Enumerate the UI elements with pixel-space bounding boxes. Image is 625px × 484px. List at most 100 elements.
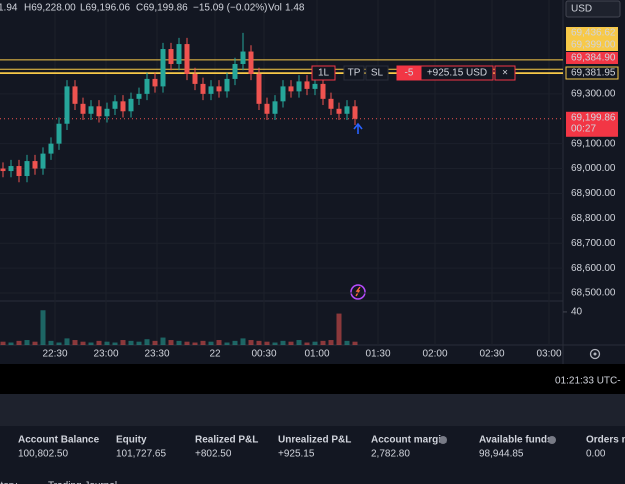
- time-label: 22:30: [42, 349, 67, 360]
- volume-bar: [208, 341, 214, 345]
- candle-body: [160, 49, 166, 87]
- candle-body: [264, 103, 270, 114]
- order-bar-text[interactable]: ×: [502, 68, 508, 79]
- order-bar-text[interactable]: +925.15 USD: [427, 68, 487, 79]
- volume-tick-label: 40: [571, 307, 583, 318]
- volume-bar: [216, 340, 222, 345]
- panel-tab[interactable]: Trading Journal: [48, 481, 117, 484]
- volume-bar: [48, 340, 54, 345]
- time-label: 01:30: [365, 349, 390, 360]
- candle-body: [176, 44, 182, 64]
- level-label-box: [566, 52, 618, 64]
- volume-bar: [288, 341, 294, 345]
- volume-bar: [184, 341, 190, 345]
- candle-body: [152, 78, 158, 87]
- candle-body: [320, 83, 326, 99]
- candle-body: [344, 106, 350, 114]
- order-bar-button[interactable]: [494, 65, 516, 81]
- info-icon[interactable]: [439, 436, 447, 444]
- current-price-label: 69,199.86: [571, 112, 616, 123]
- volume-bar: [256, 340, 262, 345]
- candle-body: [280, 86, 286, 102]
- order-bar-button[interactable]: [420, 65, 494, 81]
- candle-body: [112, 101, 118, 109]
- volume-bar: [304, 342, 310, 345]
- volume-bar: [32, 341, 38, 345]
- price-tick-label: 69,100.00: [571, 138, 616, 149]
- volume-bar: [176, 340, 182, 345]
- price-tick-label: 68,900.00: [571, 188, 616, 199]
- settings-icon[interactable]: [589, 348, 601, 360]
- current-price-box: [566, 111, 618, 137]
- volume-bar: [136, 341, 142, 345]
- candle-body: [336, 108, 342, 114]
- order-bar-text[interactable]: 1L: [318, 68, 330, 79]
- candle-body: [144, 78, 150, 94]
- candle-body: [272, 101, 278, 114]
- candle-body: [64, 86, 70, 124]
- level-label-box: [566, 27, 618, 39]
- account-label: Equity: [116, 435, 147, 446]
- time-label: 23:30: [144, 349, 169, 360]
- time-label: 03:00: [536, 349, 561, 360]
- volume-bar: [120, 340, 126, 345]
- order-bar-text[interactable]: SL: [371, 68, 384, 79]
- candle-body: [232, 63, 238, 79]
- volume-bar: [160, 337, 166, 345]
- account-label: Orders m: [586, 435, 625, 446]
- volume-bar: [248, 340, 254, 345]
- time-label: 02:00: [422, 349, 447, 360]
- volume-bar: [224, 342, 230, 345]
- account-value: 2,782.80: [371, 449, 410, 460]
- price-tick-label: 68,800.00: [571, 213, 616, 224]
- candle-body: [352, 106, 358, 119]
- level-label: 69,399.00: [571, 40, 616, 51]
- volume-bar: [24, 340, 30, 345]
- time-label: 22: [209, 349, 221, 360]
- ohlc-text: −15.09 (−0.02%): [193, 3, 268, 14]
- ohlc-text: L69,196.06: [80, 3, 130, 14]
- account-value: +925.15: [278, 449, 315, 460]
- candle-body: [304, 81, 310, 89]
- candle-body: [240, 51, 246, 64]
- candle-body: [96, 106, 102, 117]
- order-bar-button[interactable]: [343, 65, 365, 81]
- volume-bar: [80, 341, 86, 345]
- account-label: Account margin: [371, 435, 447, 446]
- volume-bar: [8, 342, 14, 345]
- panel-tab[interactable]: History: [0, 481, 17, 484]
- order-bar-button[interactable]: [311, 65, 336, 81]
- account-label: Available funds: [479, 435, 553, 446]
- order-bar-text[interactable]: TP: [348, 68, 361, 79]
- ohlc-text: Vol: [268, 3, 282, 14]
- volume-bar: [144, 339, 150, 345]
- candle-body: [24, 161, 30, 177]
- clock: 01:21:33 UTC-: [555, 376, 621, 387]
- candle-body: [136, 93, 142, 99]
- candle-body: [8, 166, 14, 172]
- account-value: 98,944.85: [479, 449, 524, 460]
- candle-body: [80, 103, 86, 114]
- candle-body: [56, 123, 62, 144]
- currency-dropdown[interactable]: [565, 0, 621, 18]
- volume-bar: [320, 340, 326, 345]
- info-icon[interactable]: [548, 436, 556, 444]
- volume-bar: [128, 340, 134, 345]
- order-bar-text[interactable]: -5: [405, 68, 414, 79]
- candle-body: [104, 108, 110, 117]
- clock-arrow-icon: [353, 122, 363, 134]
- account-label: Realized P&L: [195, 435, 258, 446]
- panel-toolbar: [0, 394, 625, 426]
- ohlc-text: H69,228.00: [24, 3, 76, 14]
- currency-label[interactable]: USD: [571, 4, 592, 15]
- candle-body: [208, 86, 214, 94]
- volume-bar: [0, 341, 6, 345]
- order-bar-button[interactable]: [365, 65, 389, 81]
- time-label: 00:30: [251, 349, 276, 360]
- candle-body: [48, 143, 54, 154]
- volume-bar: [296, 340, 302, 345]
- candle-body: [184, 44, 190, 74]
- candle-body: [72, 86, 78, 104]
- candle-body: [216, 86, 222, 92]
